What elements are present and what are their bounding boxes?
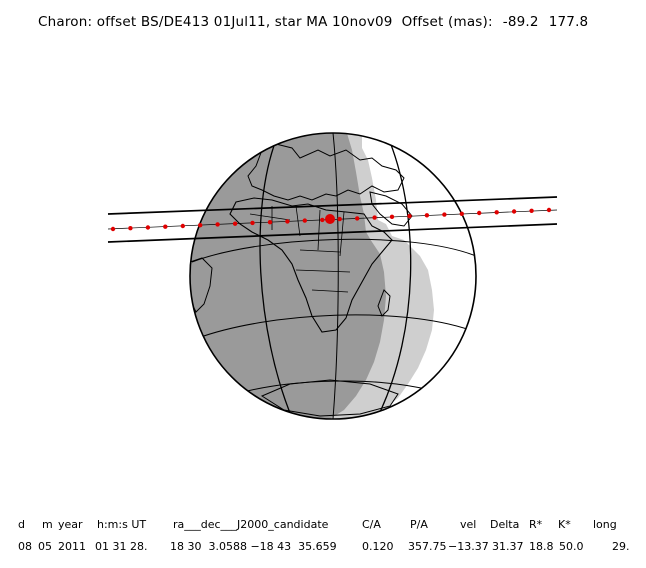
value-m: 05	[38, 540, 52, 553]
shadow-path-south-limit	[107, 223, 558, 243]
col-header-pa: P/A	[410, 518, 428, 531]
title-text: Charon: offset BS/DE413 01Jul11, star MA…	[38, 14, 493, 30]
track-point	[163, 224, 168, 229]
value-delta: 31.37	[492, 540, 524, 553]
offset-y-value: 177.8	[548, 14, 589, 30]
coastline-europe	[247, 143, 405, 201]
col-header-radec: ra___dec___J2000_candidate	[173, 518, 329, 531]
track-point	[389, 214, 395, 219]
col-header-vel: vel	[460, 518, 477, 531]
track-point	[337, 216, 342, 222]
closest-approach-marker	[325, 214, 335, 224]
track-point	[355, 216, 360, 221]
track-points	[110, 207, 552, 232]
col-header-ca: C/A	[362, 518, 381, 531]
track-point	[110, 226, 116, 232]
value-long: 29.	[612, 540, 630, 553]
value-pa: 357.75	[408, 540, 447, 553]
track-point	[529, 208, 534, 213]
col-header-time: h:m:s UT	[97, 518, 147, 531]
track-point	[442, 212, 447, 217]
coastline-madagascar	[377, 289, 391, 317]
shadow-path-north-limit	[107, 196, 558, 215]
latitude-line	[197, 314, 471, 339]
track-point	[320, 217, 325, 223]
track-point	[232, 221, 238, 226]
value-r-star: 18.8	[529, 540, 554, 553]
value-radec: 18 30 3.0588 −18 43 35.659	[170, 540, 337, 553]
track-point	[459, 211, 464, 216]
col-header-delta: Delta	[490, 518, 520, 531]
coastline-africa	[229, 197, 393, 333]
track-point	[372, 215, 377, 220]
latitude-line	[231, 380, 439, 396]
coastline-arabia	[369, 191, 413, 227]
value-ca: 0.120	[362, 540, 394, 553]
value-year: 2011	[58, 540, 86, 553]
offset-x-value: -89.2	[502, 14, 539, 30]
coastline-antarctica	[260, 379, 399, 417]
plot-title: Charon: offset BS/DE413 01Jul11, star MA…	[38, 14, 588, 30]
track-point	[494, 210, 499, 215]
track-point	[424, 213, 430, 218]
track-point	[407, 213, 412, 219]
track-point	[145, 225, 151, 230]
meridian-line	[259, 139, 293, 419]
col-header-k-star: K*	[558, 518, 571, 531]
track-point	[267, 220, 273, 225]
meridian-line	[332, 133, 339, 419]
track-point	[546, 207, 552, 213]
track-point	[198, 223, 203, 228]
col-header-year: year	[58, 518, 83, 531]
col-header-r-star: R*	[529, 518, 543, 531]
track-point	[302, 218, 307, 223]
track-point	[511, 209, 517, 214]
col-header-d: d	[18, 518, 25, 531]
value-d: 08	[18, 540, 32, 553]
value-vel: −13.37	[448, 540, 489, 553]
track-point	[250, 220, 255, 226]
col-header-m: m	[42, 518, 53, 531]
track-point	[128, 226, 133, 231]
track-point	[285, 219, 290, 224]
value-time: 01 31 28.	[95, 540, 148, 553]
track-point	[215, 222, 220, 227]
track-point	[180, 223, 185, 229]
track-point	[477, 210, 482, 216]
col-header-long: long	[593, 518, 617, 531]
value-k-star: 50.0	[559, 540, 584, 553]
latitude-line	[191, 238, 476, 263]
